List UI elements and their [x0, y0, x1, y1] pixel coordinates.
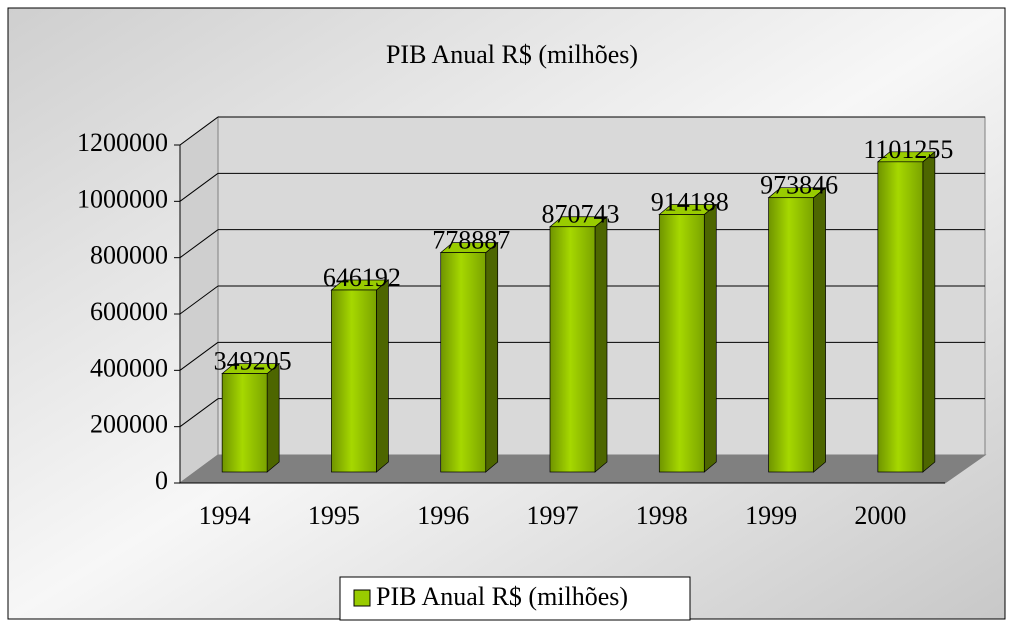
- y-tick-label: 800000: [90, 241, 168, 270]
- bar: [658, 203, 718, 473]
- y-tick-label: 200000: [90, 410, 168, 439]
- legend-label: PIB Anual R$ (milhões): [376, 582, 628, 611]
- grid-line: [179, 172, 219, 202]
- bar-side: [485, 241, 499, 473]
- bar: [439, 241, 499, 473]
- grid-line: [179, 229, 219, 259]
- x-tick-label: 1994: [199, 501, 251, 530]
- y-tick-label: 600000: [90, 297, 168, 326]
- bar-front: [221, 373, 268, 473]
- x-tick-label: 1998: [636, 501, 688, 530]
- legend-marker: [353, 589, 371, 607]
- grid-line: [179, 398, 219, 428]
- data-label: 778887: [432, 226, 510, 255]
- bar-front: [331, 289, 377, 473]
- chart-title: PIB Anual R$ (milhões): [386, 40, 638, 69]
- grid-line: [179, 116, 219, 146]
- bar-front: [549, 226, 596, 473]
- y-tick-label: 400000: [90, 353, 168, 382]
- bar-front: [768, 197, 814, 473]
- bar-front: [877, 161, 924, 473]
- x-tick-label: 1996: [417, 501, 469, 530]
- legend: [339, 576, 691, 621]
- bar-side: [813, 186, 826, 473]
- grid-line: [179, 341, 219, 371]
- x-tick-label: 2000: [854, 501, 906, 530]
- data-label: 646192: [323, 263, 401, 292]
- bar-side: [376, 279, 389, 473]
- bar: [767, 186, 827, 473]
- grid-line: [179, 285, 219, 315]
- data-label: 914188: [651, 187, 729, 216]
- bar: [549, 215, 608, 473]
- x-tick-label: 1995: [308, 501, 360, 530]
- bar-front: [440, 252, 487, 473]
- bar: [330, 279, 390, 473]
- x-tick-label: 1997: [527, 501, 579, 530]
- data-label: 870743: [542, 200, 620, 229]
- bar: [221, 362, 281, 473]
- bar-side: [703, 203, 717, 473]
- data-label: 1101255: [863, 135, 953, 164]
- data-label: 349205: [214, 347, 292, 376]
- y-tick-label: 1200000: [77, 128, 168, 157]
- data-label: 973846: [760, 171, 838, 200]
- bar-front: [658, 214, 705, 473]
- bar-side: [266, 362, 280, 473]
- x-tick-label: 1999: [745, 501, 797, 530]
- bar-side: [922, 151, 936, 473]
- y-tick-label: 0: [155, 466, 168, 495]
- y-tick-label: 1000000: [77, 184, 168, 213]
- bar: [876, 151, 936, 473]
- bar-side: [594, 215, 608, 473]
